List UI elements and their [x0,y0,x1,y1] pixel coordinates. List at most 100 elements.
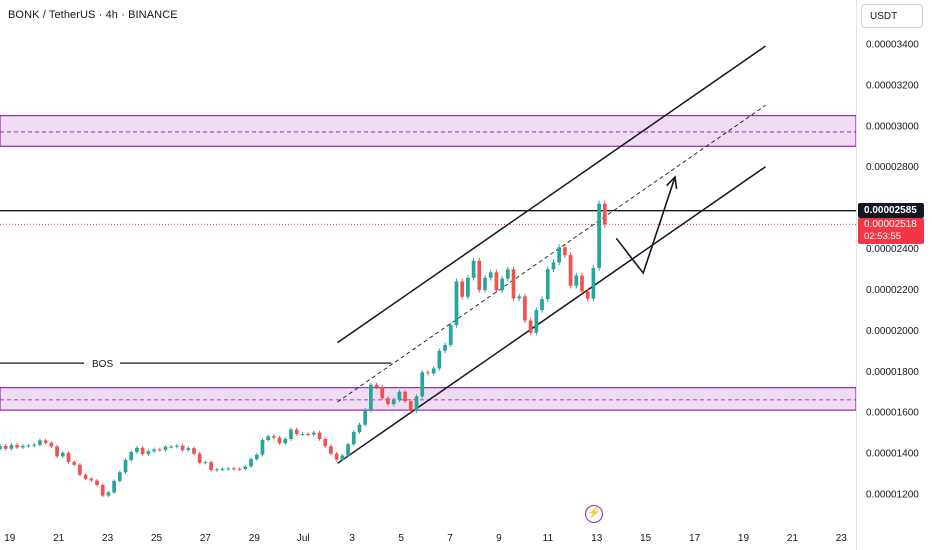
symbol-title[interactable]: BONK / TetherUS · 4h · BINANCE [8,9,178,21]
channel-lower-line [337,166,766,464]
date-tick-label: 17 [689,533,701,544]
candle-body [180,445,185,451]
candle-body [568,255,573,286]
candle-body [505,269,510,279]
candle-body [163,446,168,450]
channel-upper-line [337,45,766,344]
candle-body [243,466,248,470]
candle-body [135,447,139,453]
candle-body [540,299,544,311]
candle-body [129,452,134,461]
current-price-value: 0.00002518 [864,219,917,230]
candle-body [397,391,402,400]
date-tick-label: 15 [640,533,652,544]
candle-body [386,398,390,404]
candle-body [437,350,442,369]
bos-label: BOS [92,359,113,370]
candle-body [300,434,305,436]
last-price-value: 0.00002585 [864,205,917,216]
currency-selector[interactable]: USDT [861,4,923,28]
date-tick-label: 29 [249,533,261,544]
candle-body [72,462,77,465]
supply-demand-zones [0,114,857,411]
candle-body [545,269,550,300]
candle-body [289,429,293,439]
last-price-badge: 0.00002585 [858,203,924,218]
candle-body [123,460,128,473]
price-tick-label: 0.00003000 [866,121,919,132]
candle-body [426,372,430,374]
candle-body [3,445,8,449]
candle-body [580,275,584,292]
candle-body [391,399,396,404]
candle-body [420,372,425,397]
candle-body [232,468,236,470]
candle-body [380,387,385,399]
candle-body [140,447,145,455]
candle-body [557,247,562,263]
date-tick-label: 27 [200,533,212,544]
channel-mid-line [337,104,766,403]
candle-body [106,492,111,496]
candle-body [306,434,310,436]
candle-body [311,432,316,435]
current-price-badge: 0.00002518 02:53:55 [858,218,924,244]
candle-body [323,438,328,447]
candle-body [574,275,579,286]
price-tick-label: 0.00002800 [866,162,919,173]
candle-body [100,485,105,496]
candle-body [146,451,151,455]
candle-body [477,260,482,291]
chart-drawings [0,45,856,464]
price-tick-label: 0.00001200 [866,490,919,501]
candle-body [346,444,350,456]
candle-body [192,448,196,454]
candle-body [157,449,162,451]
candle-body [60,452,65,457]
candle-body [175,445,179,447]
candle-body [249,459,253,467]
price-tick-label: 0.00002400 [866,244,919,255]
candle-body [471,260,476,278]
candle-body [214,469,219,471]
candle-body [500,278,504,291]
candle-body [0,445,2,449]
candle-body [551,262,556,270]
candle-body [55,446,59,457]
candle-body [329,446,333,454]
candle-body [317,432,322,439]
candle-body [89,478,94,481]
candle-body [585,291,590,299]
zone-box-1 [0,387,857,411]
candle-body [254,454,259,460]
candle-body [334,453,339,460]
candle-body [351,432,356,445]
candle-body [117,472,122,481]
price-tick-label: 0.00003200 [866,80,919,91]
candle-body [602,203,607,225]
candle-body [78,464,82,475]
candle-body [414,396,419,411]
date-tick-label: 7 [447,533,453,544]
price-tick-label: 0.00003400 [866,40,919,51]
date-tick-label: 19 [738,533,750,544]
date-tick-label: 3 [349,533,355,544]
candle-body [294,429,299,435]
candle-body [494,272,499,291]
candle-body [226,468,231,470]
candle-body [272,436,276,438]
date-tick-label: 21 [53,533,65,544]
candle-body [260,440,265,455]
candle-body [408,401,413,411]
lightning-icon[interactable]: ⚡ [585,505,603,523]
price-tick-label: 0.00001800 [866,367,919,378]
candle-body [597,203,601,268]
date-tick-label: 23 [102,533,114,544]
price-tick-label: 0.00002200 [866,285,919,296]
candle-body [563,247,567,256]
price-tick-label: 0.00001400 [866,449,919,460]
date-tick-label: Jul [297,533,310,544]
candle-body [32,444,37,446]
date-tick-label: 13 [591,533,603,544]
